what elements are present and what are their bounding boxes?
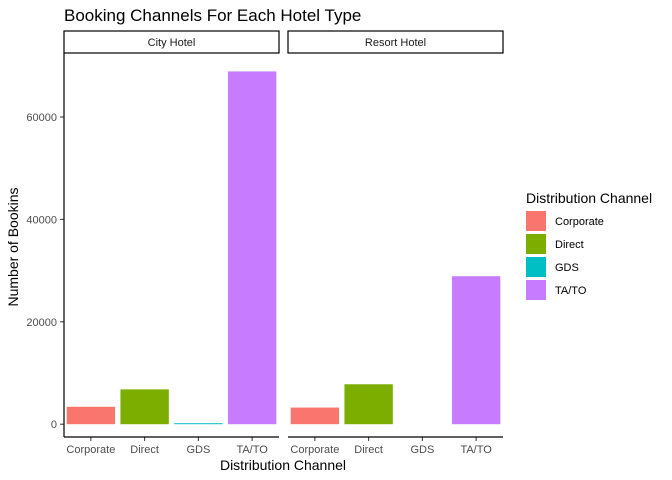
legend-key (526, 280, 546, 300)
legend-label: TA/TO (555, 285, 587, 297)
x-tick-label: TA/TO (460, 444, 492, 456)
plot-layer: 0 20000 40000 60000 City Hotel Corporate Direc… (26, 30, 604, 456)
legend-title: Distribution Channel (526, 190, 652, 206)
legend-key (526, 234, 546, 254)
facet-strip (287, 30, 504, 54)
legend-key (526, 257, 546, 277)
y-tick-label: 0 (51, 419, 57, 431)
facet-strip-label: Resort Hotel (365, 37, 426, 49)
chart-title: Booking Channels For Each Hotel Type (64, 6, 361, 25)
bar (227, 71, 277, 425)
bar (344, 384, 393, 425)
legend-label: GDS (555, 262, 579, 274)
bar (174, 423, 223, 425)
x-axis-title: Distribution Channel (220, 457, 346, 473)
legend-label: Direct (555, 239, 584, 251)
bar (290, 407, 340, 425)
x-tick-label: Direct (130, 444, 159, 456)
bar (451, 276, 501, 425)
x-tick-label: GDS (186, 444, 210, 456)
facet-strip (63, 30, 280, 54)
y-tick-label: 20000 (26, 317, 57, 329)
bar (66, 406, 116, 425)
x-tick-label: GDS (410, 444, 434, 456)
x-tick-label: Direct (354, 444, 383, 456)
legend-key (526, 211, 546, 231)
y-tick-label: 40000 (26, 214, 57, 226)
y-axis-title: Number of Bookins (5, 187, 21, 306)
x-tick-label: Corporate (290, 444, 339, 456)
bar (120, 389, 169, 425)
x-tick-label: TA/TO (236, 444, 268, 456)
facet-strip-label: City Hotel (148, 37, 196, 49)
legend-label: Corporate (555, 216, 604, 228)
y-tick-label: 60000 (26, 112, 57, 124)
x-tick-label: Corporate (66, 444, 115, 456)
